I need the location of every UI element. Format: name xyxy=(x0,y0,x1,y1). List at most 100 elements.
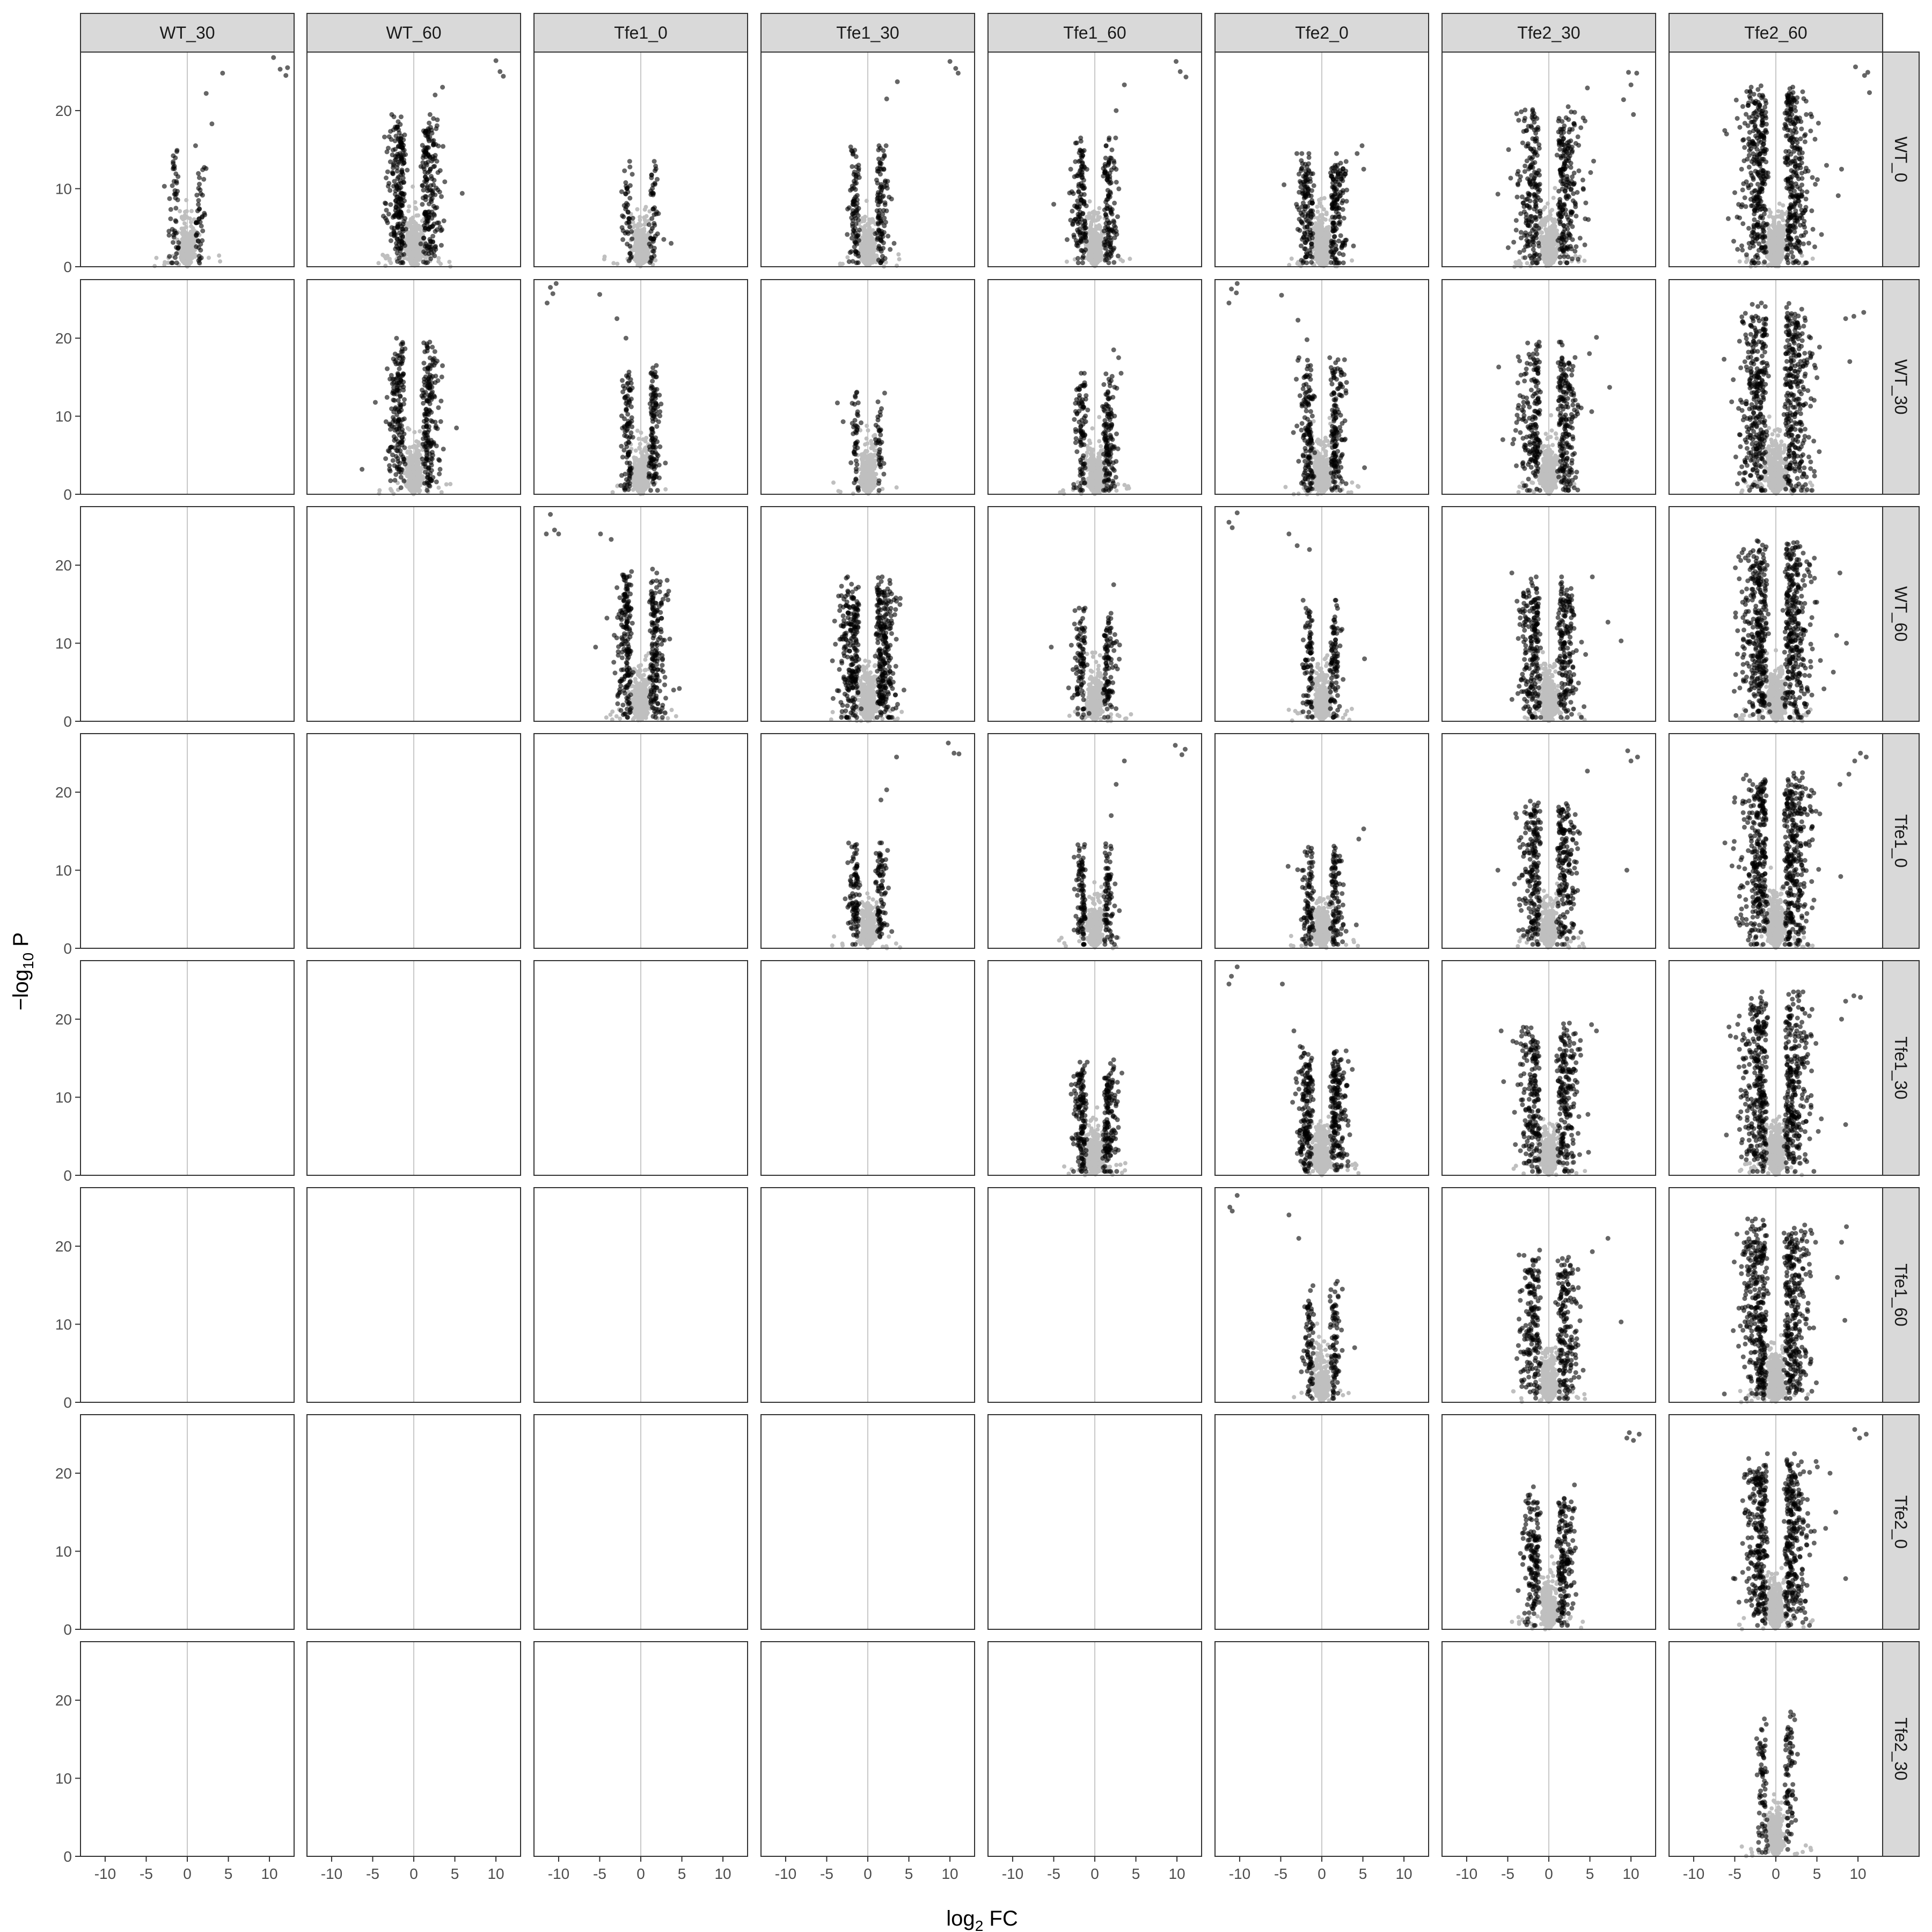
point-significant xyxy=(625,241,630,247)
point-significant xyxy=(623,180,628,185)
point-significant xyxy=(1302,191,1308,196)
point-significant xyxy=(1529,255,1534,261)
point-significant xyxy=(1565,246,1570,252)
point-significant xyxy=(1511,239,1517,245)
point-significant xyxy=(173,255,178,260)
point-significant xyxy=(1311,183,1316,188)
point-nonsignificant xyxy=(867,225,872,230)
point-significant xyxy=(171,240,175,245)
point-significant xyxy=(889,196,894,202)
point-outlier xyxy=(220,70,225,76)
point-significant xyxy=(1560,207,1565,212)
point-significant xyxy=(648,229,654,234)
point-nonsignificant xyxy=(1324,246,1329,251)
point-significant xyxy=(437,224,443,230)
point-outlier xyxy=(661,237,667,242)
point-significant xyxy=(1107,220,1113,225)
point-significant xyxy=(438,243,444,248)
point-nonsignificant xyxy=(1548,262,1553,267)
point-significant xyxy=(1305,229,1310,235)
point-nonsignificant xyxy=(182,261,187,266)
point-outlier xyxy=(493,58,499,63)
point-outlier xyxy=(1174,59,1179,64)
point-significant xyxy=(1302,254,1308,260)
point-significant xyxy=(173,155,178,160)
point-nonsignificant xyxy=(184,225,188,230)
point-significant xyxy=(1535,260,1540,266)
point-significant xyxy=(1337,251,1342,256)
point-significant xyxy=(1516,169,1521,174)
point-significant xyxy=(1337,214,1342,219)
point-significant xyxy=(1565,215,1570,220)
point-significant xyxy=(1107,205,1113,210)
point-significant xyxy=(1082,165,1087,170)
point-significant xyxy=(420,183,425,188)
point-significant xyxy=(393,126,399,131)
point-significant xyxy=(1075,173,1081,179)
point-significant xyxy=(174,192,179,197)
point-significant xyxy=(1737,125,1743,130)
point-nonsignificant xyxy=(189,209,194,214)
point-significant xyxy=(202,210,207,216)
point-significant xyxy=(853,250,859,255)
point-nonsignificant xyxy=(1545,201,1550,206)
point-nonsignificant xyxy=(638,237,642,242)
point-significant xyxy=(170,226,175,232)
point-significant xyxy=(622,168,627,173)
point-significant xyxy=(200,167,206,172)
point-nonsignificant xyxy=(409,262,414,267)
point-nonsignificant xyxy=(1582,258,1587,263)
point-significant xyxy=(1556,202,1561,207)
point-nonsignificant xyxy=(1322,255,1327,260)
point-significant xyxy=(625,229,630,235)
point-significant xyxy=(1336,238,1342,244)
point-nonsignificant xyxy=(1543,205,1548,210)
point-nonsignificant xyxy=(406,209,411,214)
point-significant xyxy=(1105,188,1110,193)
point-significant xyxy=(852,225,858,231)
point-significant xyxy=(854,209,859,215)
point-significant xyxy=(1526,193,1532,199)
point-significant xyxy=(876,143,882,148)
point-significant xyxy=(876,147,881,152)
point-significant xyxy=(1739,166,1744,172)
point-nonsignificant xyxy=(407,204,412,209)
point-significant xyxy=(1064,237,1070,242)
point-significant xyxy=(1518,230,1524,235)
point-significant xyxy=(389,225,394,230)
point-nonsignificant xyxy=(217,253,222,258)
point-significant xyxy=(424,177,429,182)
point-significant xyxy=(1557,217,1562,222)
point-significant xyxy=(174,149,179,154)
point-nonsignificant xyxy=(1546,215,1550,219)
point-nonsignificant xyxy=(643,245,648,250)
point-nonsignificant xyxy=(1087,199,1092,204)
point-significant xyxy=(397,255,402,261)
point-significant xyxy=(649,255,654,260)
point-significant xyxy=(418,241,423,246)
point-significant xyxy=(1576,168,1582,173)
point-significant xyxy=(422,145,428,150)
point-nonsignificant xyxy=(636,249,641,253)
point-nonsignificant xyxy=(1315,204,1320,209)
point-significant xyxy=(627,251,633,257)
point-significant xyxy=(1557,147,1563,152)
point-significant xyxy=(1554,152,1560,158)
point-significant xyxy=(194,232,199,238)
point-significant xyxy=(1586,217,1591,222)
point-significant xyxy=(855,260,861,265)
point-significant xyxy=(626,219,632,225)
row-strip-label: Tfe1_60 xyxy=(1891,1263,1911,1326)
point-significant xyxy=(400,175,406,181)
point-significant xyxy=(194,244,199,249)
point-significant xyxy=(1570,256,1575,261)
point-significant xyxy=(1524,144,1529,149)
point-significant xyxy=(1535,186,1540,192)
point-significant xyxy=(880,194,885,200)
point-nonsignificant xyxy=(412,219,416,224)
point-significant xyxy=(1747,130,1752,135)
point-significant xyxy=(1109,248,1114,253)
point-significant xyxy=(198,247,203,253)
point-significant xyxy=(396,181,401,187)
point-significant xyxy=(195,238,201,243)
